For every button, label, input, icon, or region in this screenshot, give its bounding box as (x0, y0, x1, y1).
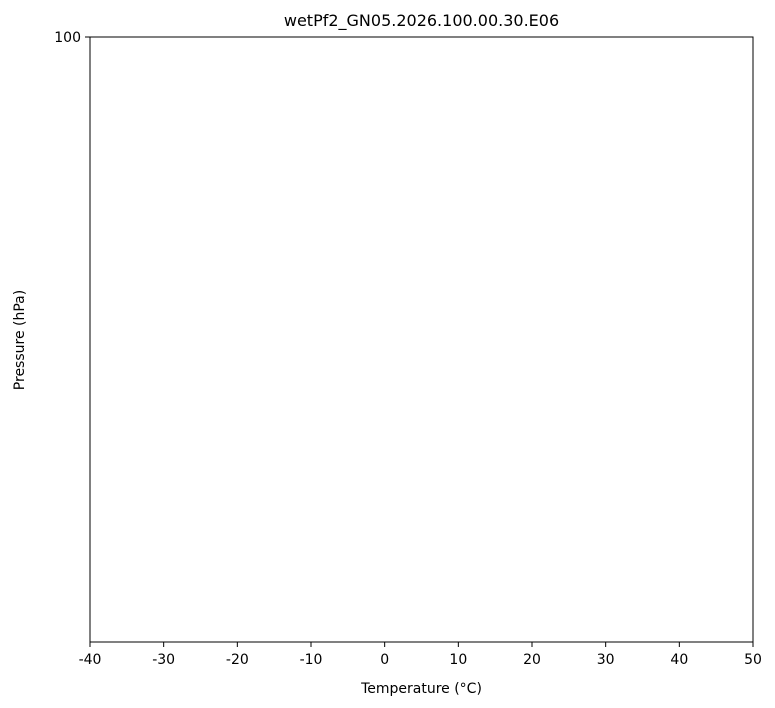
dry-adiabat-line (652, 37, 655, 38)
x-tick-label: 10 (449, 652, 467, 668)
dry-adiabat-line (575, 37, 578, 38)
chart-title: wetPf2_GN05.2026.100.00.30.E06 (284, 11, 559, 31)
x-tick-label: -30 (152, 652, 175, 668)
dry-adiabat-line (614, 37, 616, 38)
y-tick-label: 100 (54, 30, 81, 46)
dry-adiabat-line (690, 37, 693, 38)
profile-lines (734, 0, 775, 37)
moist-adiabat-line (578, 37, 580, 38)
x-tick-label: 30 (597, 652, 615, 668)
x-tick-label: 50 (744, 652, 762, 668)
dry-adiabat-line (728, 37, 731, 38)
dry-adiabat-line (767, 0, 775, 37)
x-axis: -40 -30 -20 -10 0 10 20 30 40 50 (79, 642, 762, 668)
moist-adiabat-line (737, 37, 739, 38)
x-tick-label: 20 (523, 652, 541, 668)
x-tick-label: -40 (79, 652, 102, 668)
x-tick-label: -10 (300, 652, 323, 668)
isotherm-line (578, 37, 580, 38)
isotherm-line (0, 0, 302, 37)
line-labels: 0.10.20.40.611.52346810131620253036-100-… (230, 0, 775, 9)
plot-frame (89, 36, 754, 643)
x-tick-label: -20 (226, 652, 249, 668)
x-tick-label: 40 (670, 652, 688, 668)
y-axis: 1002003004005006007008009001000 (54, 30, 90, 46)
y-axis-label: Pressure (hPa) (12, 290, 28, 390)
isotherm-line (652, 37, 654, 38)
isotherm-label: -100 (230, 0, 259, 9)
x-tick-label: 0 (380, 652, 389, 668)
x-axis-label: Temperature (°C) (360, 681, 482, 697)
dry-adiabat-line (537, 37, 540, 38)
isotherm-line (726, 37, 727, 38)
dewpoint-line (734, 0, 775, 37)
